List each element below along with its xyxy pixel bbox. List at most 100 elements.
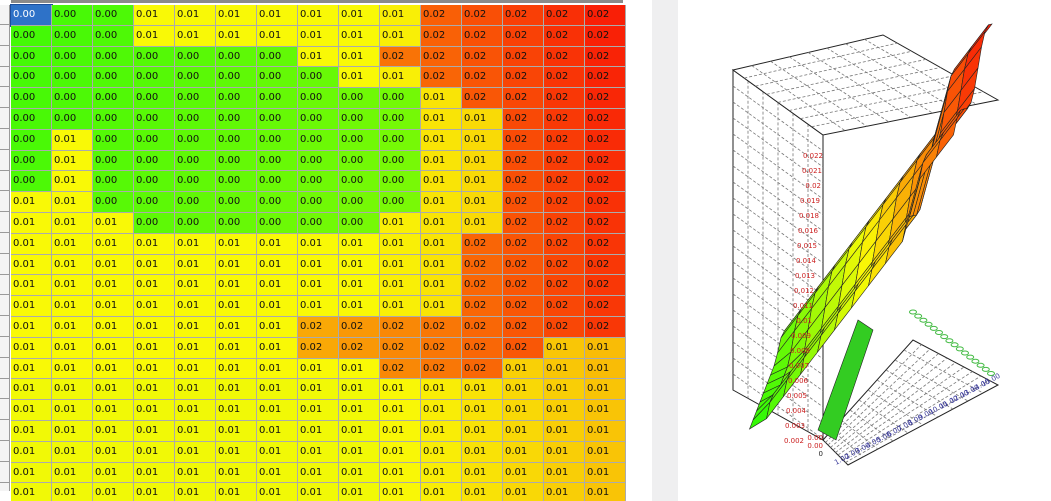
grid-cell[interactable]: 0.02	[462, 67, 503, 89]
grid-cell[interactable]: 0.01	[380, 483, 421, 501]
grid-cell[interactable]: 0.01	[585, 379, 626, 401]
grid-cell[interactable]: 0.01	[11, 462, 52, 484]
grid-cell[interactable]: 0.01	[503, 379, 544, 401]
grid-cell[interactable]: 0.00	[339, 88, 380, 109]
row-header-cell[interactable]	[0, 317, 9, 337]
grid-cell[interactable]: 0.00	[339, 192, 380, 213]
grid-cell[interactable]: 0.00	[52, 5, 93, 26]
grid-cell[interactable]: 0.00	[52, 88, 93, 109]
grid-cell[interactable]: 0.00	[216, 129, 257, 151]
grid-cell[interactable]: 0.01	[257, 5, 298, 26]
grid-cell[interactable]: 0.00	[52, 109, 93, 130]
grid-cell[interactable]: 0.02	[585, 46, 626, 68]
grid-cell[interactable]: 0.01	[175, 358, 216, 380]
grid-cell[interactable]: 0.00	[93, 192, 134, 213]
grid-cell[interactable]: 0.01	[11, 483, 52, 501]
grid-cell[interactable]: 0.01	[216, 275, 257, 297]
grid-cell[interactable]: 0.01	[298, 441, 339, 463]
grid-cell[interactable]: 0.00	[134, 46, 175, 68]
grid-cell[interactable]: 0.01	[216, 337, 257, 359]
grid-cell[interactable]: 0.01	[52, 192, 93, 213]
grid-cell[interactable]: 0.01	[216, 358, 257, 380]
row-header-cell[interactable]	[0, 296, 9, 317]
grid-cell[interactable]: 0.02	[544, 109, 585, 130]
grid-cell[interactable]: 0.01	[462, 400, 503, 421]
grid-cell[interactable]: 0.01	[52, 171, 93, 193]
grid-cell[interactable]: 0.00	[175, 129, 216, 151]
grid-cell[interactable]: 0.01	[175, 254, 216, 276]
grid-cell[interactable]: 0.01	[339, 275, 380, 297]
grid-cell[interactable]: 0.02	[503, 88, 544, 109]
grid-cell[interactable]: 0.01	[134, 358, 175, 380]
row-header-cell[interactable]	[0, 151, 9, 171]
grid-cell[interactable]: 0.01	[421, 88, 462, 109]
grid-cell[interactable]: 0.02	[585, 67, 626, 89]
grid-cell[interactable]: 0.01	[421, 192, 462, 213]
grid-cell[interactable]: 0.01	[257, 483, 298, 501]
grid-cell[interactable]: 0.01	[93, 483, 134, 501]
grid-cell[interactable]: 0.00	[134, 67, 175, 89]
grid-cell[interactable]: 0.00	[339, 109, 380, 130]
grid-cell[interactable]: 0.01	[93, 317, 134, 338]
grid-cell[interactable]: 0.01	[462, 379, 503, 401]
grid-cell[interactable]: 0.01	[134, 296, 175, 317]
grid-cell[interactable]: 0.02	[585, 150, 626, 172]
grid-cell[interactable]: 0.01	[298, 5, 339, 26]
grid-cell[interactable]: 0.00	[216, 67, 257, 89]
grid-cell[interactable]: 0.01	[339, 233, 380, 255]
grid-cell[interactable]: 0.00	[216, 171, 257, 193]
grid-cell[interactable]: 0.01	[93, 400, 134, 421]
grid-cell[interactable]: 0.01	[298, 421, 339, 442]
grid-cell[interactable]: 0.01	[380, 296, 421, 317]
grid-cell[interactable]: 0.01	[93, 254, 134, 276]
grid-cell[interactable]: 0.00	[380, 171, 421, 193]
grid-cell[interactable]: 0.01	[421, 213, 462, 234]
grid-cell[interactable]: 0.00	[257, 88, 298, 109]
grid-cell[interactable]: 0.01	[544, 337, 585, 359]
grid-cell[interactable]: 0.01	[134, 441, 175, 463]
grid-cell[interactable]: 0.01	[544, 441, 585, 463]
grid-cell[interactable]: 0.01	[257, 275, 298, 297]
grid-cell[interactable]: 0.00	[93, 109, 134, 130]
grid-cell[interactable]: 0.01	[462, 441, 503, 463]
row-header-cell[interactable]	[0, 130, 9, 150]
grid-cell[interactable]: 0.01	[134, 5, 175, 26]
grid-cell[interactable]: 0.00	[298, 192, 339, 213]
grid-cell[interactable]: 0.00	[257, 150, 298, 172]
grid-cell[interactable]: 0.00	[11, 171, 52, 193]
grid-cell[interactable]: 0.01	[52, 317, 93, 338]
grid-cell[interactable]: 0.01	[216, 25, 257, 47]
grid-cell[interactable]: 0.00	[93, 46, 134, 68]
grid-cell[interactable]: 0.01	[257, 400, 298, 421]
row-header-cell[interactable]	[0, 359, 9, 379]
grid-cell[interactable]: 0.01	[175, 400, 216, 421]
grid-cell[interactable]: 0.01	[585, 358, 626, 380]
grid-cell[interactable]: 0.01	[544, 358, 585, 380]
grid-cell[interactable]: 0.01	[11, 296, 52, 317]
row-header-cell[interactable]	[0, 192, 9, 213]
grid-cell[interactable]: 0.00	[380, 192, 421, 213]
grid-cell[interactable]: 0.01	[52, 213, 93, 234]
grid-cell[interactable]: 0.01	[298, 379, 339, 401]
grid-cell[interactable]: 0.02	[462, 88, 503, 109]
row-header-cell[interactable]	[0, 379, 9, 400]
grid-cell[interactable]: 0.01	[421, 233, 462, 255]
grid-cell[interactable]: 0.00	[216, 192, 257, 213]
grid-cell[interactable]: 0.01	[380, 421, 421, 442]
grid-cell[interactable]: 0.00	[216, 46, 257, 68]
grid-cell[interactable]: 0.01	[134, 462, 175, 484]
grid-cell[interactable]: 0.01	[339, 379, 380, 401]
grid-cell[interactable]: 0.02	[462, 337, 503, 359]
row-header-cell[interactable]	[0, 338, 9, 358]
grid-cell[interactable]: 0.00	[134, 192, 175, 213]
grid-cell[interactable]: 0.02	[462, 233, 503, 255]
row-header-cell[interactable]	[0, 213, 9, 233]
grid-cell[interactable]: 0.01	[134, 25, 175, 47]
grid-cell[interactable]: 0.01	[52, 150, 93, 172]
grid-cell[interactable]: 0.02	[380, 317, 421, 338]
grid-cell[interactable]: 0.00	[52, 67, 93, 89]
grid-cell[interactable]: 0.02	[503, 46, 544, 68]
grid-cell[interactable]: 0.00	[298, 150, 339, 172]
grid-cell[interactable]: 0.01	[298, 483, 339, 501]
grid-cell[interactable]: 0.01	[421, 421, 462, 442]
